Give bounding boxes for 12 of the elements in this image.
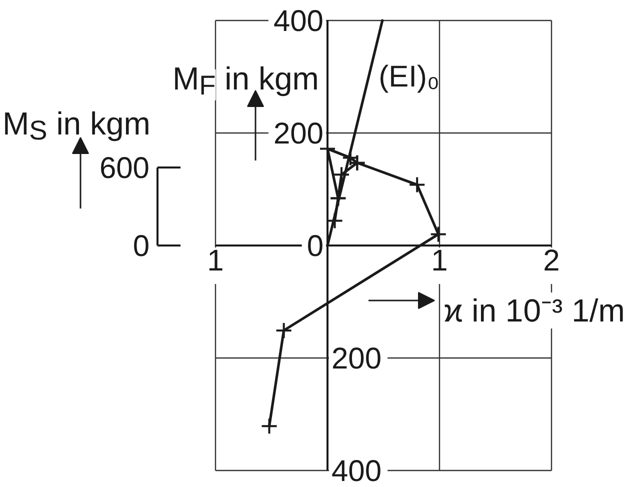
y2-tick-label: 400 — [332, 455, 382, 487]
y2-tick-label: 200 — [332, 342, 382, 376]
x-tick-label: 1 — [207, 244, 224, 278]
x-tick-label: 1 — [431, 244, 448, 278]
y-tick-label: 200 — [273, 118, 324, 150]
y-tick-label: 400 — [273, 5, 324, 38]
y3-tick-label: 0 — [132, 230, 150, 263]
x-axis-title: ϰ in 10⁻³ 1/m — [444, 292, 625, 328]
y3-tick-label: 600 — [99, 152, 150, 185]
x-tick-label: 2 — [543, 244, 560, 278]
series-label: (EI)₀ — [378, 60, 440, 94]
y-tick-label: 0 — [306, 230, 324, 263]
